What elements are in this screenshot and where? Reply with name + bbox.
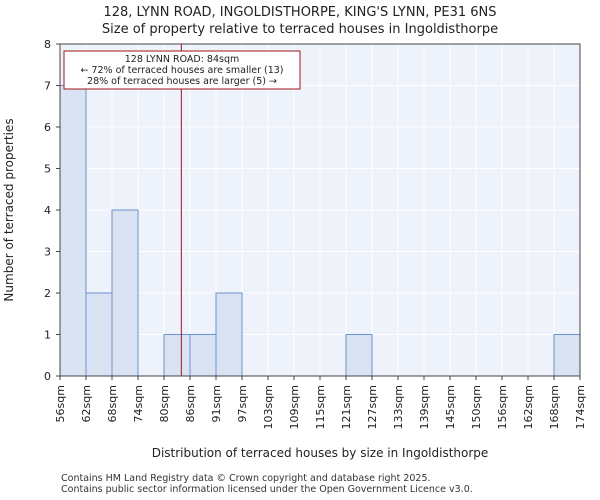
x-axis-ticks: 56sqm 62sqm 68sqm 74sqm 80sqm 86sqm 91sqm 97sqm…	[54, 376, 587, 429]
x-tick-label: 121sqm	[340, 385, 353, 429]
x-tick-label: 156sqm	[496, 385, 509, 429]
x-axis-label: Distribution of terraced houses by size …	[152, 446, 489, 460]
y-tick-label: 6	[44, 121, 51, 134]
bar	[215, 292, 243, 377]
annotation-box	[63, 50, 301, 90]
x-tick-label: 74sqm	[132, 385, 145, 422]
y-tick-label: 5	[44, 163, 51, 176]
bar	[345, 334, 373, 377]
x-tick-label: 68sqm	[106, 385, 119, 422]
x-tick-label: 103sqm	[262, 385, 275, 429]
y-tick-label: 4	[44, 204, 51, 217]
x-tick-label: 145sqm	[444, 385, 457, 429]
x-tick-label: 115sqm	[314, 385, 327, 429]
chart-title-line2: Size of property relative to terraced ho…	[102, 22, 498, 37]
bars	[59, 85, 581, 377]
x-tick-label: 139sqm	[418, 385, 431, 429]
annotation-line1: 128 LYNN ROAD: 84sqm	[125, 54, 240, 65]
x-tick-label: 56sqm	[54, 385, 67, 422]
y-tick-label: 0	[44, 370, 51, 383]
bar	[111, 209, 139, 377]
chart-title-line1: 128, LYNN ROAD, INGOLDISTHORPE, KING'S L…	[103, 5, 496, 20]
y-tick-label: 8	[44, 38, 51, 51]
x-tick-label: 133sqm	[392, 385, 405, 429]
footer-licence: Contains public sector information licen…	[61, 484, 473, 495]
y-tick-label: 7	[44, 80, 51, 93]
bar	[163, 334, 191, 377]
x-tick-label: 168sqm	[548, 385, 561, 429]
footer-copyright: Contains HM Land Registry data © Crown c…	[61, 473, 431, 484]
x-tick-label: 109sqm	[288, 385, 301, 429]
bar	[553, 334, 581, 377]
bar	[59, 85, 87, 377]
y-axis-label: Number of terraced properties	[2, 118, 16, 301]
annotation-line2: ← 72% of terraced houses are smaller (13…	[80, 65, 283, 76]
x-tick-label: 97sqm	[236, 385, 249, 422]
bar	[85, 292, 113, 377]
x-tick-label: 150sqm	[470, 385, 483, 429]
bar	[189, 334, 217, 377]
x-tick-label: 86sqm	[184, 385, 197, 422]
x-tick-label: 162sqm	[522, 385, 535, 429]
x-tick-label: 62sqm	[80, 385, 93, 422]
x-tick-label: 127sqm	[366, 385, 379, 429]
y-tick-label: 1	[44, 329, 51, 342]
x-tick-label: 80sqm	[158, 385, 171, 422]
x-tick-label: 91sqm	[210, 385, 223, 422]
y-tick-label: 3	[44, 246, 51, 259]
annotation-line3: 28% of terraced houses are larger (5) →	[87, 76, 277, 87]
y-tick-label: 2	[44, 287, 51, 300]
x-tick-label: 174sqm	[574, 385, 587, 429]
y-axis-ticks: 0 1 2 3 4 5 6 7 8	[44, 38, 60, 383]
